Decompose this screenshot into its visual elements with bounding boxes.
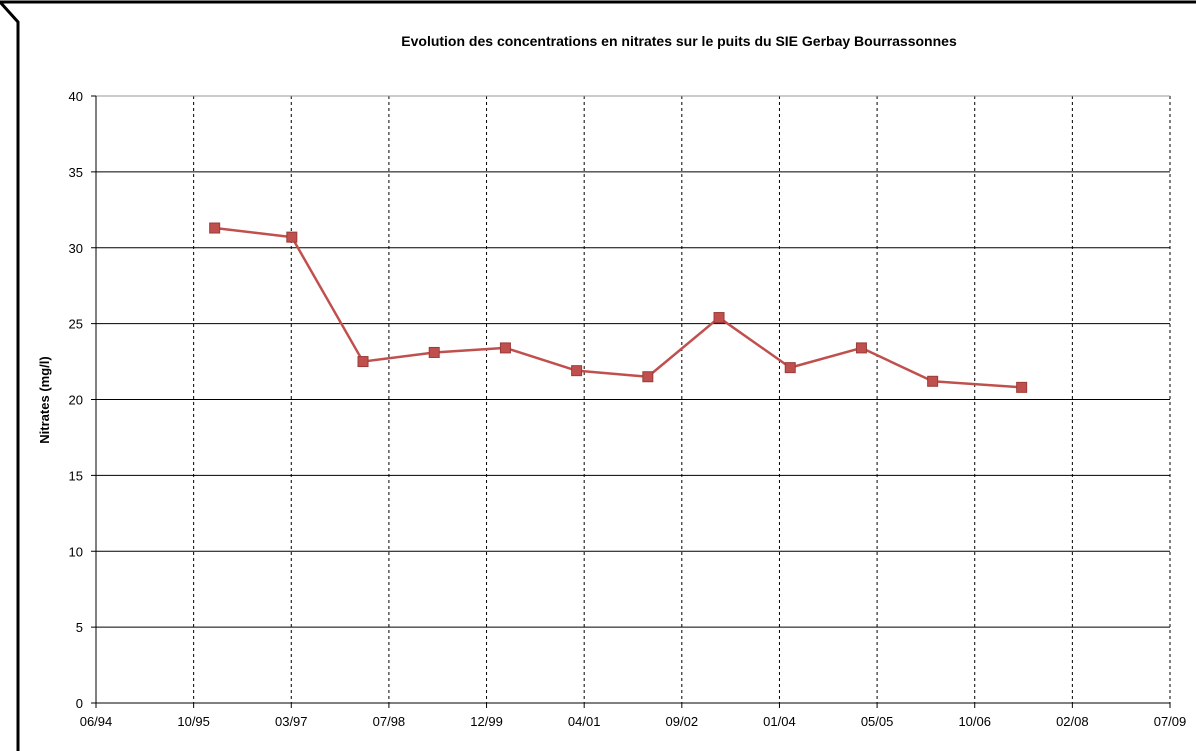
data-point-marker	[209, 222, 221, 234]
y-tick-label: 15	[69, 468, 83, 483]
y-tick-label: 35	[69, 165, 83, 180]
y-tick-label: 30	[69, 241, 83, 256]
data-point-marker	[428, 346, 440, 358]
series-line	[214, 226, 1022, 389]
grid	[96, 95, 1171, 703]
tick-labels: 0 5 10 15 20 25 30 35 40 06/94 10/95 03/97 07/98 12/9…	[69, 89, 1187, 729]
series-layer	[209, 222, 1028, 393]
data-point-marker	[713, 312, 725, 324]
x-tick-label: 10/95	[177, 714, 210, 729]
x-tick-label: 12/99	[470, 714, 503, 729]
y-tick-label: 40	[69, 89, 83, 104]
x-tick-label: 01/04	[763, 714, 796, 729]
y-axis-label: Nitrates (mg/l)	[37, 356, 52, 443]
data-point-marker	[499, 342, 511, 354]
x-tick-label: 07/98	[373, 714, 406, 729]
data-point-marker	[571, 365, 583, 377]
y-tick-label: 5	[76, 620, 83, 635]
x-tick-label: 09/02	[666, 714, 699, 729]
data-point-marker	[1016, 381, 1028, 393]
x-tick-label: 10/06	[958, 714, 991, 729]
y-tick-label: 0	[76, 696, 83, 711]
data-point-marker	[642, 371, 654, 383]
data-point-marker	[286, 231, 298, 243]
chart-title: Evolution des concentrations en nitrates…	[401, 33, 957, 49]
x-tick-label: 05/05	[861, 714, 894, 729]
x-tick-label: 02/08	[1056, 714, 1089, 729]
data-point-marker	[855, 342, 867, 354]
y-tick-label: 25	[69, 317, 83, 332]
axes	[91, 95, 1171, 708]
data-point-marker	[784, 362, 796, 374]
x-tick-label: 04/01	[568, 714, 601, 729]
x-tick-label: 03/97	[275, 714, 308, 729]
data-point-marker	[357, 356, 369, 368]
y-tick-label: 10	[69, 544, 83, 559]
x-tick-label: 06/94	[80, 714, 113, 729]
data-point-marker	[927, 375, 939, 387]
x-tick-label: 07/09	[1154, 714, 1187, 729]
y-tick-label: 20	[69, 393, 83, 408]
